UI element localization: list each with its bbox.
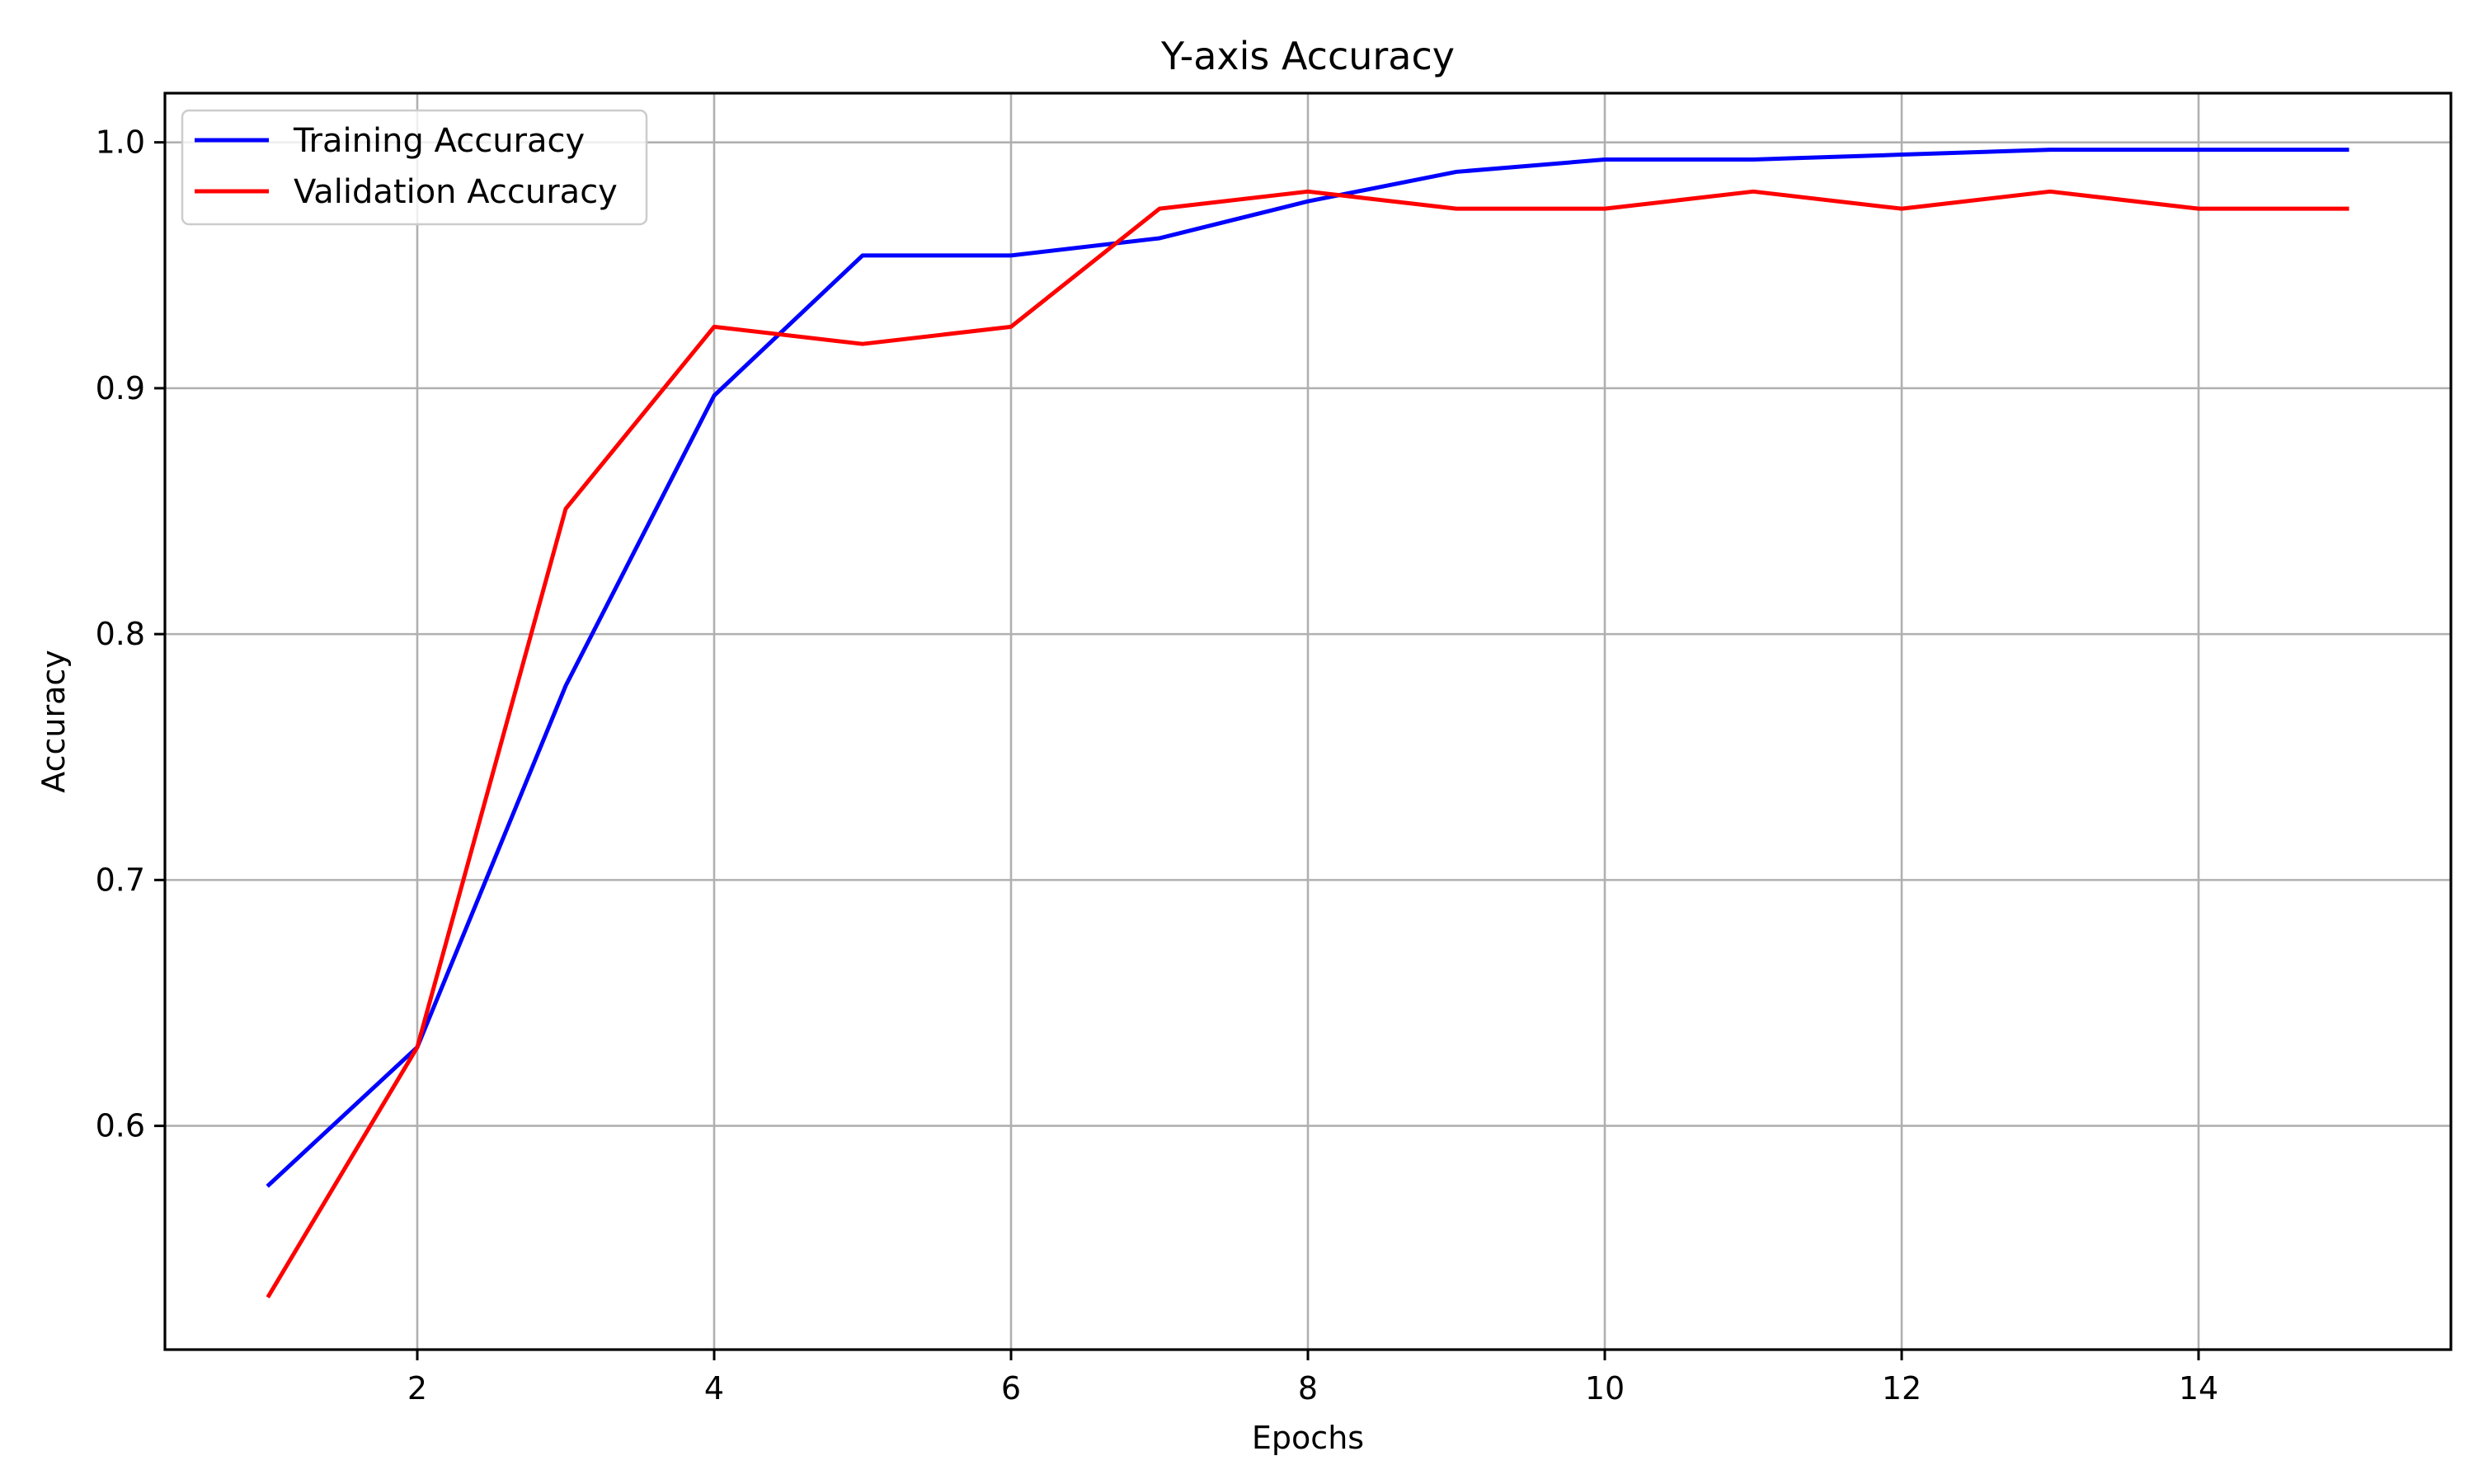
x-tick-label: 8 (1298, 1370, 1318, 1407)
x-tick-label: 4 (704, 1370, 724, 1407)
y-tick-label: 0.6 (96, 1108, 145, 1144)
x-tick-label: 12 (1882, 1370, 1921, 1407)
legend-label-training: Training Accuracy (293, 122, 585, 160)
y-axis-label: Accuracy (35, 650, 72, 793)
x-tick-label: 14 (2179, 1370, 2218, 1407)
chart-title: Y-axis Accuracy (1160, 34, 1455, 78)
y-tick-label: 0.9 (96, 370, 145, 406)
x-tick-label: 6 (1001, 1370, 1021, 1407)
y-tick-label: 0.8 (96, 616, 145, 652)
series-lines (266, 148, 2349, 1298)
legend-box (181, 109, 648, 226)
x-tick-label: 2 (407, 1370, 427, 1407)
legend: Training Accuracy Validation Accuracy (181, 109, 648, 226)
validation-accuracy-line (266, 189, 2349, 1298)
axis-ticks: 2 4 6 8 10 12 14 0.6 0.7 0.8 0.9 1.0 (96, 124, 2219, 1407)
legend-label-validation: Validation Accuracy (294, 173, 618, 211)
training-accuracy-line (266, 148, 2349, 1188)
x-axis-label: Epochs (1252, 1420, 1364, 1456)
y-tick-label: 1.0 (96, 124, 145, 161)
y-tick-label: 0.7 (96, 862, 145, 898)
x-tick-label: 10 (1585, 1370, 1625, 1407)
